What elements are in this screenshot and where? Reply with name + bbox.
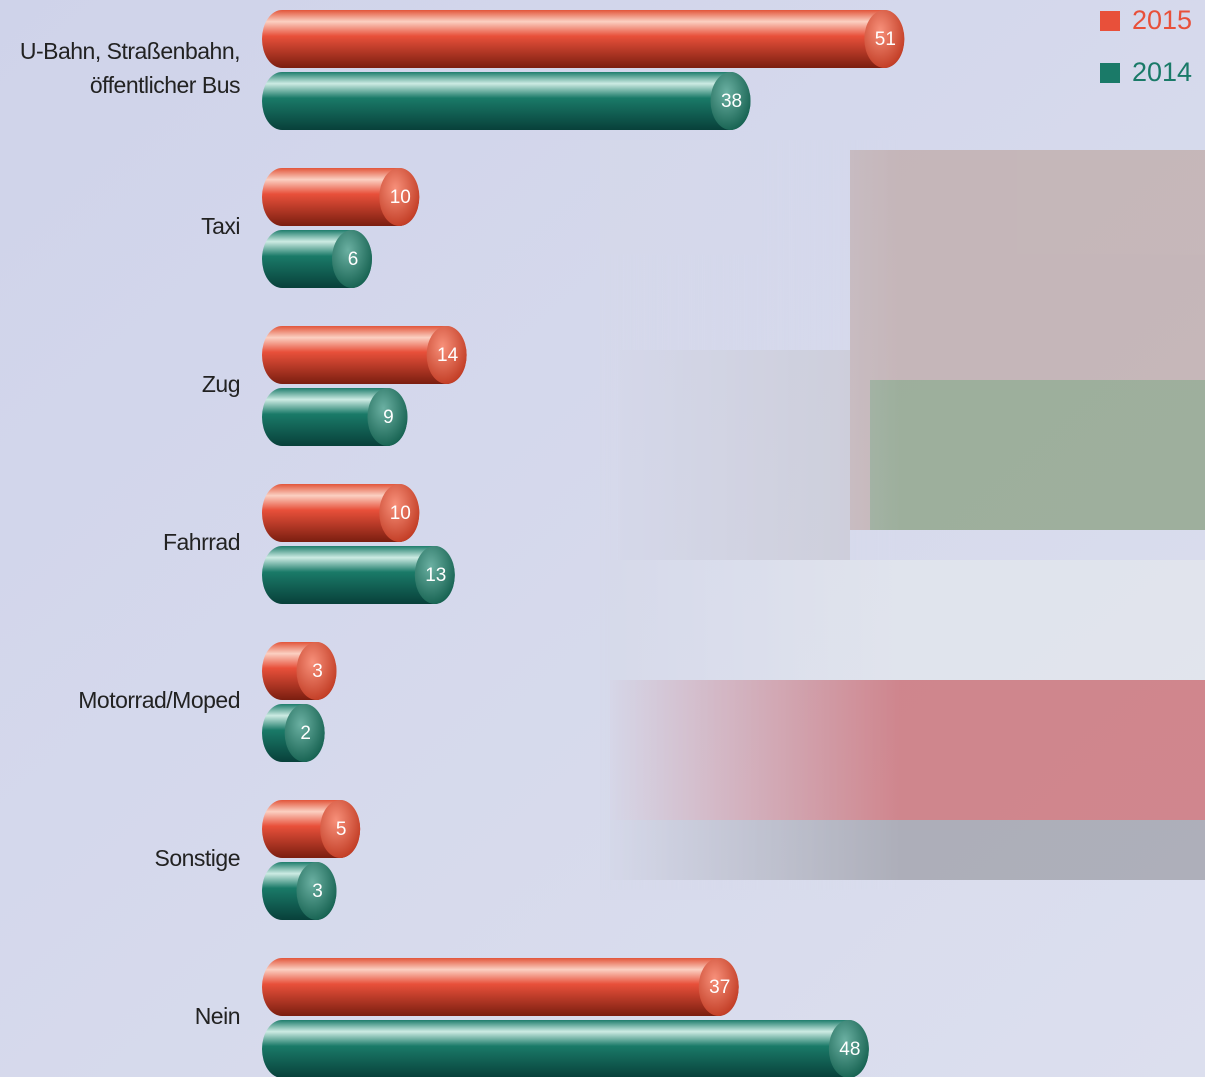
- value-label: 9: [383, 407, 394, 428]
- value-label: 2: [300, 723, 311, 744]
- bar: [262, 72, 751, 130]
- value-label: 48: [839, 1039, 860, 1060]
- chart: U-Bahn, Straßenbahn,öffentlicher Bus5138…: [0, 0, 1205, 1077]
- legend-label: 2014: [1132, 57, 1192, 87]
- page: {"chart_data": {"type": "hbar-pairs", "c…: [0, 0, 1205, 1077]
- value-label: 3: [312, 661, 323, 682]
- legend-swatch: [1100, 63, 1120, 83]
- value-label: 3: [312, 881, 323, 902]
- value-label: 14: [437, 345, 459, 366]
- category-label: Nein: [195, 1003, 240, 1029]
- category-label: Taxi: [201, 213, 240, 239]
- legend-label: 2015: [1132, 5, 1192, 35]
- category-label: Fahrrad: [163, 529, 240, 555]
- bar: [262, 958, 739, 1016]
- value-label: 38: [721, 91, 742, 112]
- background-photo: [600, 140, 1205, 900]
- value-label: 13: [425, 565, 446, 586]
- value-label: 51: [875, 29, 896, 50]
- category-label: Sonstige: [154, 845, 240, 871]
- value-label: 10: [390, 503, 411, 524]
- bar: [262, 10, 904, 68]
- value-label: 37: [709, 977, 730, 998]
- value-label: 10: [390, 187, 411, 208]
- value-label: 5: [336, 819, 347, 840]
- category-label: Zug: [202, 371, 240, 397]
- legend-swatch: [1100, 11, 1120, 31]
- value-label: 6: [348, 249, 359, 270]
- category-label: Motorrad/Moped: [78, 687, 240, 713]
- bar: [262, 1020, 869, 1077]
